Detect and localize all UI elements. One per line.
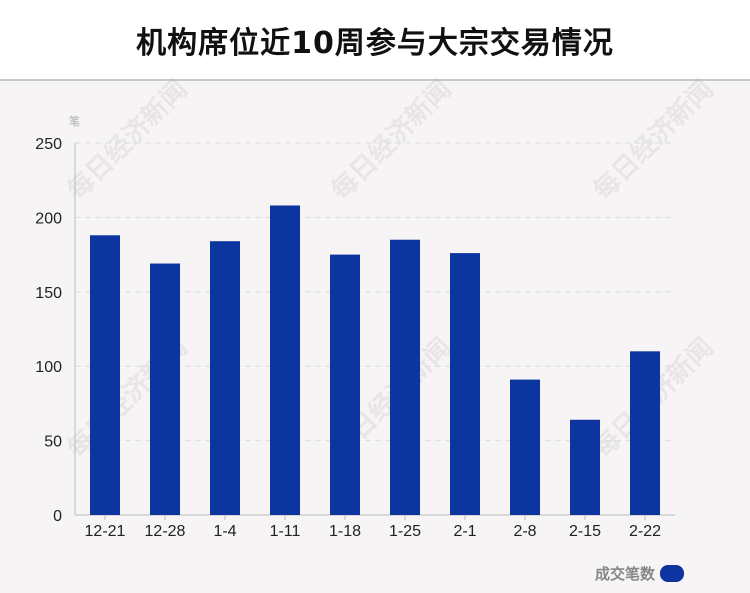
legend-label: 成交笔数 bbox=[594, 565, 655, 583]
x-tick-label: 1-11 bbox=[270, 523, 301, 540]
bars bbox=[90, 205, 660, 516]
x-tick-label: 2-8 bbox=[513, 523, 536, 540]
y-tick-label: 100 bbox=[35, 359, 62, 376]
bar-12-28 bbox=[150, 263, 180, 515]
chart-title: 机构席位近10周参与大宗交易情况 bbox=[136, 26, 614, 61]
bar-2-15 bbox=[570, 419, 600, 515]
bar-1-18 bbox=[330, 254, 360, 515]
x-tick-label: 1-25 bbox=[389, 523, 421, 540]
y-axis-unit: 笔 bbox=[69, 114, 80, 128]
y-tick-label: 0 bbox=[53, 508, 62, 525]
y-tick-label: 200 bbox=[35, 210, 62, 227]
x-tick-label: 12-28 bbox=[145, 523, 186, 540]
bar-2-8 bbox=[510, 379, 540, 515]
x-tick-label: 2-1 bbox=[453, 523, 476, 540]
legend: 成交笔数 bbox=[595, 563, 684, 584]
y-tick-label: 50 bbox=[44, 434, 62, 451]
y-tick-label: 150 bbox=[35, 285, 62, 302]
legend-swatch bbox=[660, 565, 684, 582]
bar-2-22 bbox=[630, 351, 660, 515]
x-tick-label: 2-15 bbox=[569, 523, 601, 540]
bar-1-4 bbox=[210, 241, 240, 515]
bar-1-11 bbox=[270, 205, 300, 515]
y-tick-label: 250 bbox=[35, 136, 62, 153]
bar-2-1 bbox=[450, 253, 480, 515]
x-tick-label: 1-4 bbox=[213, 523, 236, 540]
x-tick-label: 2-22 bbox=[629, 523, 661, 540]
bar-1-25 bbox=[390, 239, 420, 515]
x-tick-label: 12-21 bbox=[85, 523, 126, 540]
tick-labels: 0 50 100 150 200 250 笔 12-21 12-28 1-4 1-11 1-18 1-2… bbox=[35, 114, 661, 540]
bar-12-21 bbox=[90, 235, 120, 516]
title-header: 机构席位近10周参与大宗交易情况 bbox=[0, 0, 750, 81]
x-tick-label: 1-18 bbox=[329, 523, 361, 540]
